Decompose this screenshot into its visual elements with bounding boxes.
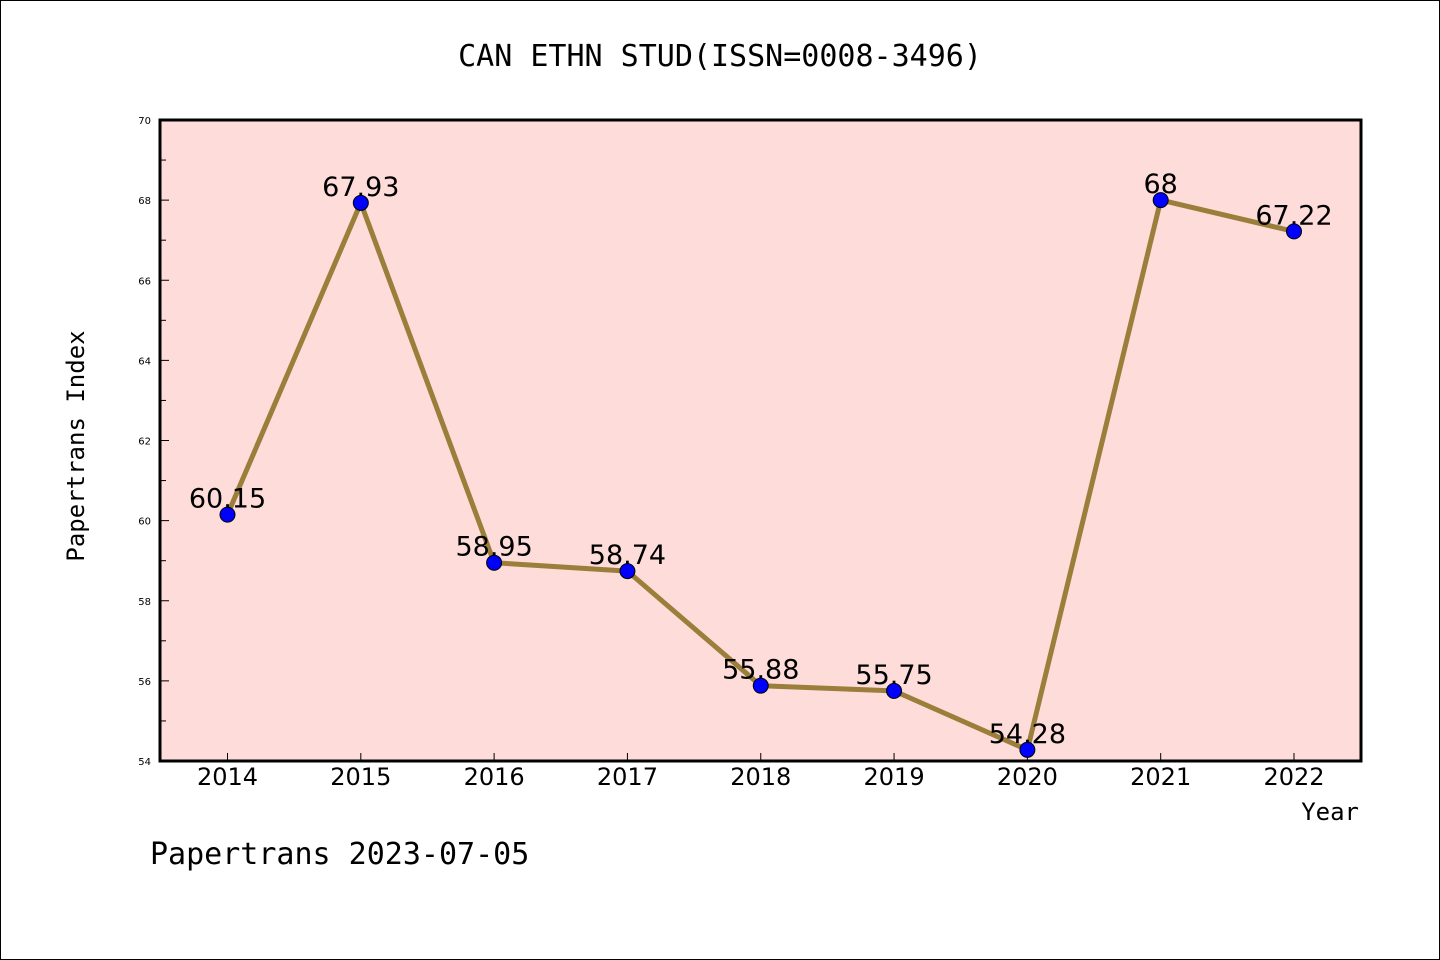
footer-credit: Papertrans 2023-07-05	[150, 837, 529, 872]
plot-area	[160, 120, 1361, 761]
plot-border	[158, 118, 1363, 763]
y-tick-label: 70	[138, 116, 151, 127]
data-point-marker	[1152, 192, 1169, 209]
x-axis-label: Year	[1301, 798, 1359, 826]
y-tick-label: 66	[138, 276, 151, 287]
data-label: 55.88	[722, 655, 799, 686]
y-tick-label: 58	[138, 597, 151, 608]
chart-title: CAN ETHN STUD(ISSN=0008-3496)	[458, 39, 982, 74]
data-point-marker	[1019, 741, 1036, 758]
data-point-marker	[886, 682, 903, 699]
y-tick-label: 68	[138, 196, 151, 207]
x-tick-label: 2021	[1130, 763, 1191, 791]
data-point-marker	[752, 677, 769, 694]
y-tick-label: 62	[138, 437, 151, 448]
x-tick-labels: 2014 2015 2016 2017 2018 2019 2020 2021 2022	[197, 763, 1325, 791]
x-tick-label: 2020	[997, 763, 1058, 791]
data-label: 68	[1144, 169, 1178, 200]
data-point-marker	[352, 194, 369, 211]
x-tick-label: 2017	[597, 763, 658, 791]
x-tick-label: 2018	[730, 763, 791, 791]
data-label: 58.95	[455, 532, 532, 563]
data-point-marker	[1286, 223, 1302, 240]
y-axis-label: Papertrans Index	[62, 330, 90, 561]
x-tick-label: 2016	[464, 763, 525, 791]
data-point-marker	[486, 554, 503, 571]
data-point-marker	[219, 506, 236, 523]
y-tick-label: 60	[138, 517, 151, 528]
x-tick-label: 2015	[330, 763, 391, 791]
data-label: 67.93	[322, 172, 399, 203]
data-label: 67.22	[1255, 200, 1332, 231]
data-label: 55.75	[855, 660, 932, 691]
x-tick-label: 2014	[197, 763, 258, 791]
data-point-marker	[619, 563, 636, 580]
data-label: 58.74	[589, 540, 666, 571]
x-tick-label: 2019	[864, 763, 925, 791]
y-tick-label: 54	[138, 757, 151, 768]
y-tick-labels: 54 56 58 60 62 64 66 68 70	[138, 116, 151, 768]
markers-group	[219, 192, 1302, 758]
data-labels-group: 60.15 67.93 58.95 58.74 55.88 55.75 54.28 68 67.…	[189, 169, 1333, 750]
x-tick-label: 2022	[1263, 763, 1324, 791]
data-label: 54.28	[989, 719, 1066, 750]
data-label: 60.15	[189, 484, 266, 515]
y-tick-label: 56	[138, 677, 151, 688]
y-tick-label: 64	[138, 356, 151, 367]
